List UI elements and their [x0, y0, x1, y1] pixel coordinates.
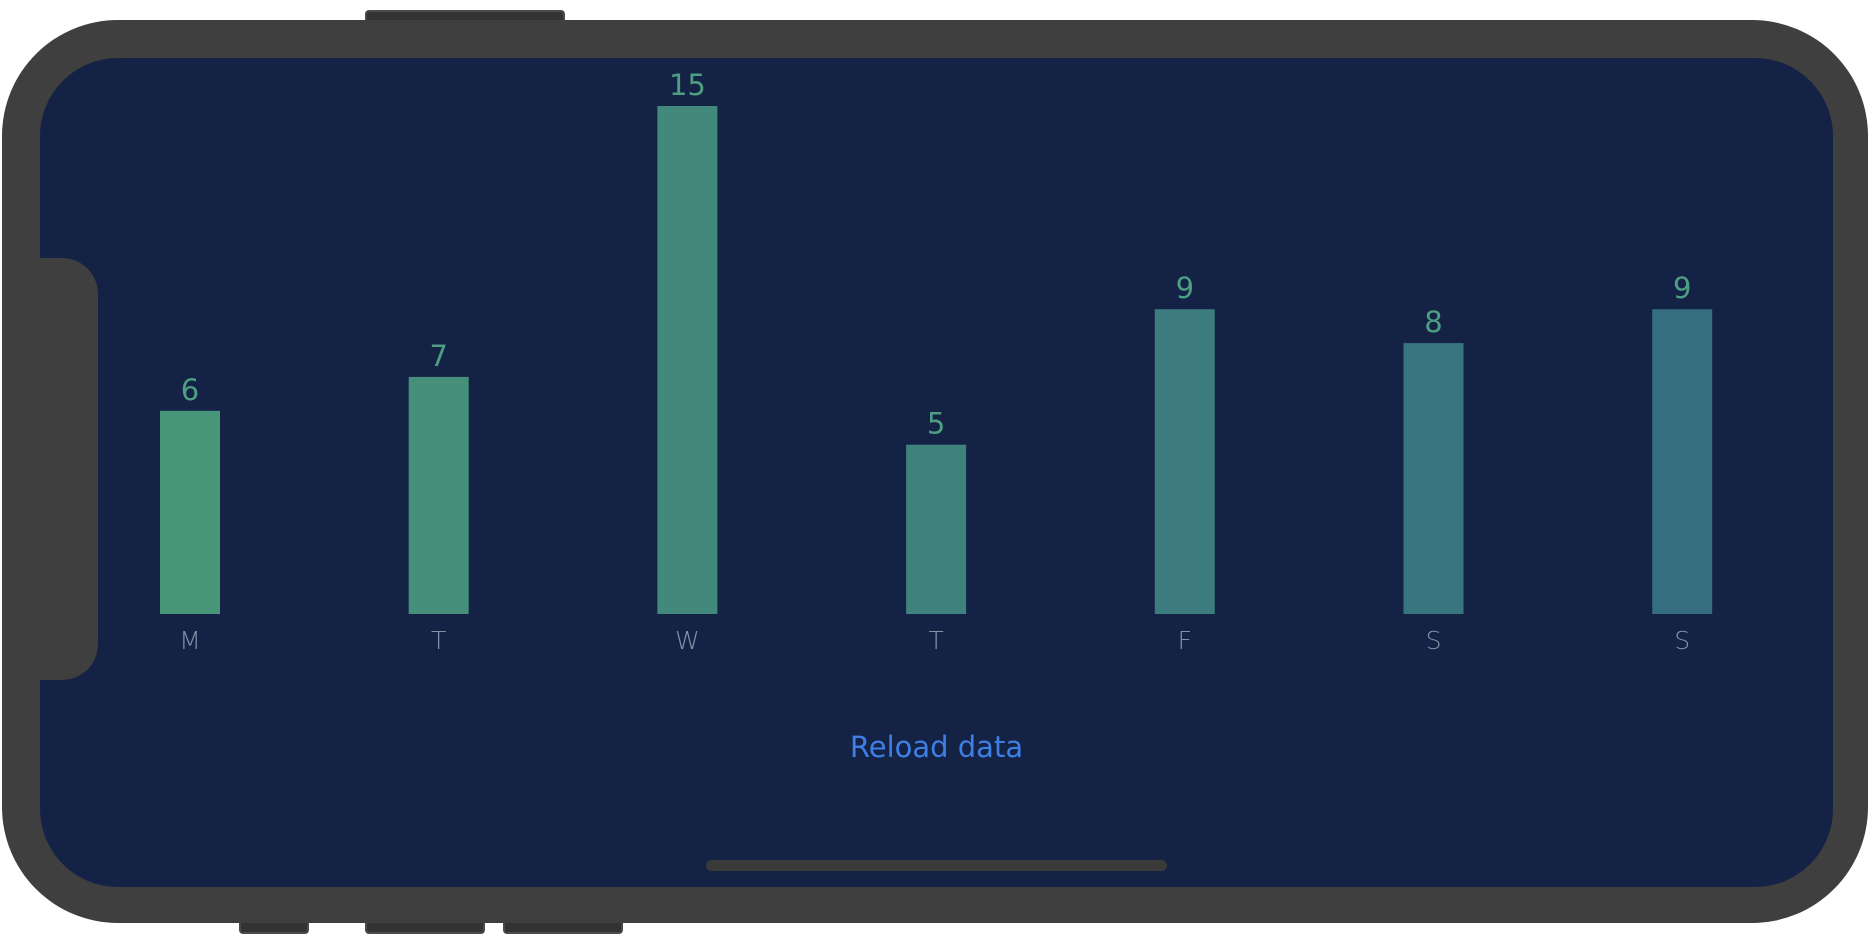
weekly-bar-chart: 6 M 7 T 15 W 5 T 9 F 8 S 9 S: [40, 58, 1833, 887]
bar-0: [160, 410, 220, 614]
home-indicator: [706, 860, 1167, 871]
phone-screen: 6 M 7 T 15 W 5 T 9 F 8 S 9 S Reload data: [40, 58, 1833, 887]
bar-4: [1154, 309, 1215, 614]
bar-1: [408, 376, 469, 614]
reload-data-button[interactable]: Reload data: [849, 730, 1024, 764]
day-label-5: S: [1426, 626, 1442, 655]
day-label-0: M: [179, 626, 201, 655]
sensor-notch: [40, 258, 98, 680]
day-label-3: T: [928, 626, 943, 655]
bar-2: [657, 106, 718, 614]
day-label-6: S: [1674, 626, 1690, 655]
bar-6: [1652, 309, 1713, 614]
day-label-4: F: [1178, 626, 1192, 655]
bar-5: [1403, 343, 1464, 614]
bar-value-label-5: 8: [1424, 305, 1442, 339]
bar-value-label-6: 9: [1673, 271, 1691, 305]
bar-chart-svg: 6 M 7 T 15 W 5 T 9 F 8 S 9 S: [160, 68, 1713, 655]
day-label-1: T: [431, 626, 446, 655]
bar-value-label-4: 9: [1176, 271, 1194, 305]
bar-value-label-0: 6: [181, 373, 199, 407]
bar-value-label-3: 5: [927, 407, 945, 441]
bar-value-label-2: 15: [669, 68, 706, 102]
day-label-2: W: [675, 626, 700, 655]
bar-3: [906, 444, 967, 614]
bar-value-label-1: 7: [429, 339, 447, 373]
